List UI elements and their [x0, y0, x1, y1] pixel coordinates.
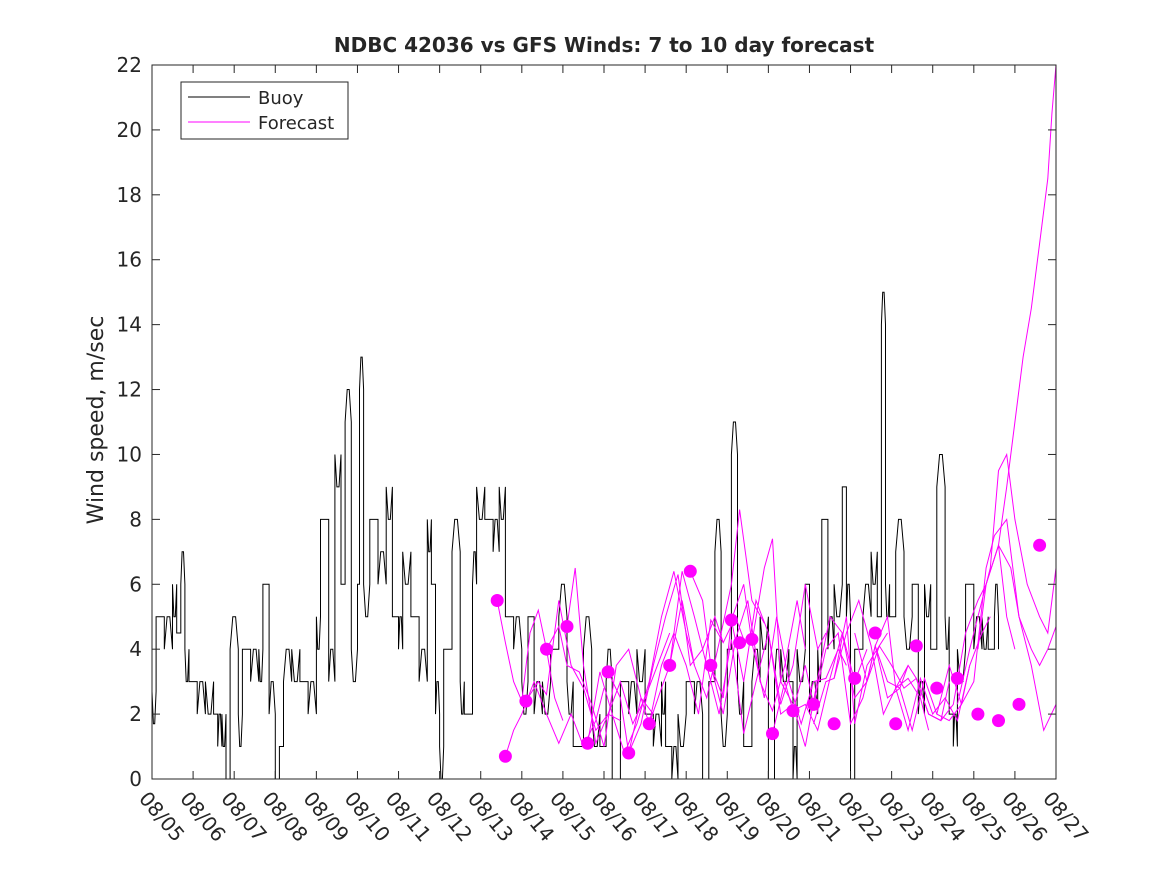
chart-title: NDBC 42036 vs GFS Winds: 7 to 10 day for… [334, 33, 875, 57]
forecast-line-2 [525, 600, 621, 732]
forecast-marker-12 [724, 613, 738, 627]
forecast-marker-28 [1033, 538, 1047, 552]
forecast-marker-13 [733, 636, 747, 650]
legend: Buoy Forecast [180, 81, 349, 140]
forecast-marker-22 [909, 639, 923, 653]
forecast-line-21 [936, 518, 1057, 732]
forecast-line-7 [628, 615, 745, 754]
forecast-line-14 [772, 632, 888, 734]
forecast-marker-5 [581, 736, 595, 750]
forecast-line-11 [710, 584, 827, 705]
forecast-marker-23 [930, 681, 944, 695]
forecast-marker-18 [827, 717, 841, 731]
forecast-line-5 [587, 571, 695, 755]
forecast-marker-11 [704, 658, 718, 672]
legend-box [180, 81, 349, 140]
forecast-marker-15 [766, 727, 779, 741]
forecast-marker-25 [971, 707, 985, 721]
forecast-line-9 [669, 571, 790, 734]
forecast-line-18 [854, 632, 971, 733]
forecast-marker-1 [498, 749, 512, 763]
forecast-markers [490, 538, 1047, 763]
y-tick-label-6: 12 [117, 378, 142, 402]
forecast-line-3 [546, 625, 654, 747]
forecast-marker-3 [540, 642, 553, 656]
forecast-marker-20 [868, 626, 882, 640]
forecast-marker-16 [786, 704, 800, 718]
forecast-marker-10 [683, 564, 697, 578]
y-axis-label: Wind speed, m/sec [84, 316, 109, 525]
forecast-series [496, 64, 1057, 757]
y-tick-label-7: 14 [117, 313, 142, 337]
forecast-marker-21 [889, 717, 903, 731]
y-tick-label-3: 6 [129, 572, 142, 596]
y-tick-label-5: 10 [117, 442, 142, 466]
forecast-marker-24 [950, 671, 964, 685]
forecast-marker-19 [848, 671, 862, 685]
forecast-line-13 [751, 538, 868, 747]
legend-buoy-label: Buoy [258, 88, 304, 109]
forecast-marker-17 [807, 697, 821, 711]
forecast-marker-6 [601, 665, 615, 679]
forecast-line-20 [895, 545, 1016, 722]
forecast-marker-9 [663, 658, 677, 672]
y-tick-label-1: 2 [129, 702, 142, 726]
forecast-line-23 [977, 544, 1057, 667]
forecast-line-22 [956, 452, 1057, 705]
forecast-line-0 [496, 600, 564, 721]
forecast-marker-0 [490, 594, 504, 607]
forecast-line-16 [813, 598, 930, 731]
y-tick-label-11: 22 [117, 53, 142, 77]
forecast-line-24 [998, 64, 1057, 546]
forecast-marker-8 [642, 717, 656, 731]
y-tick-label-0: 0 [129, 767, 142, 791]
forecast-line-6 [607, 574, 724, 755]
axes-background [152, 65, 1056, 779]
y-tick-label-8: 16 [117, 248, 142, 272]
forecast-marker-27 [1012, 697, 1026, 711]
legend-forecast-label: Forecast [258, 113, 334, 134]
forecast-line-8 [648, 509, 765, 724]
forecast-marker-14 [745, 632, 759, 646]
forecast-line-10 [689, 571, 806, 715]
forecast-marker-2 [519, 694, 533, 708]
y-tick-label-10: 20 [117, 118, 142, 142]
forecast-marker-7 [622, 746, 636, 760]
y-tick-label-2: 4 [129, 637, 142, 661]
forecast-line-4 [566, 567, 671, 746]
forecast-line-15 [792, 631, 909, 726]
y-tick-label-9: 18 [117, 183, 142, 207]
forecast-line-19 [874, 614, 991, 733]
forecast-line-12 [730, 584, 847, 726]
forecast-marker-26 [992, 714, 1005, 728]
forecast-marker-4 [560, 620, 574, 633]
y-tick-label-4: 8 [129, 507, 142, 531]
